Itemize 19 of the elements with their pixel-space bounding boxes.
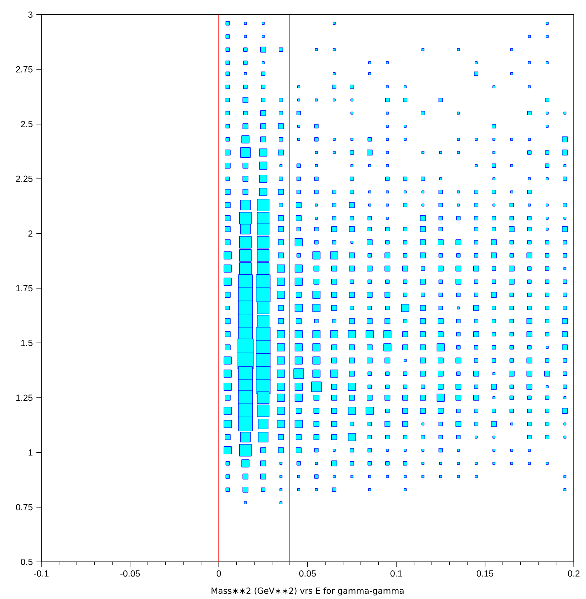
x-tick-label: 0.05 <box>300 570 316 577</box>
y-tick-label: 2.25 <box>16 176 33 182</box>
y-tick-label: 3 <box>28 12 33 18</box>
y-tick-label: 1.5 <box>22 340 33 346</box>
y-tick-label: 2.75 <box>16 66 33 73</box>
y-tick-label: 1 <box>28 450 33 456</box>
x-tick-label: -0.1 <box>34 570 49 577</box>
y-tick-label: 1.75 <box>16 285 33 292</box>
y-tick-label: 2.5 <box>21 121 33 128</box>
x-tick-label: 0.15 <box>477 570 494 577</box>
x-tick-label: 0.1 <box>390 570 402 577</box>
x-tick-label: 0.2 <box>568 570 580 577</box>
x-axis-title: Mass∗∗2 (GeV∗∗2) vrs E for gamma-gamma <box>212 588 404 596</box>
x-tick-label: 0 <box>216 570 222 577</box>
y-tick-label: 0.5 <box>21 559 33 566</box>
x-tick-label: -0.05 <box>120 570 140 577</box>
y-tick-label: 2 <box>28 230 33 237</box>
y-tick-label: 1.25 <box>16 394 33 402</box>
y-tick-label: 0.75 <box>16 504 33 511</box>
